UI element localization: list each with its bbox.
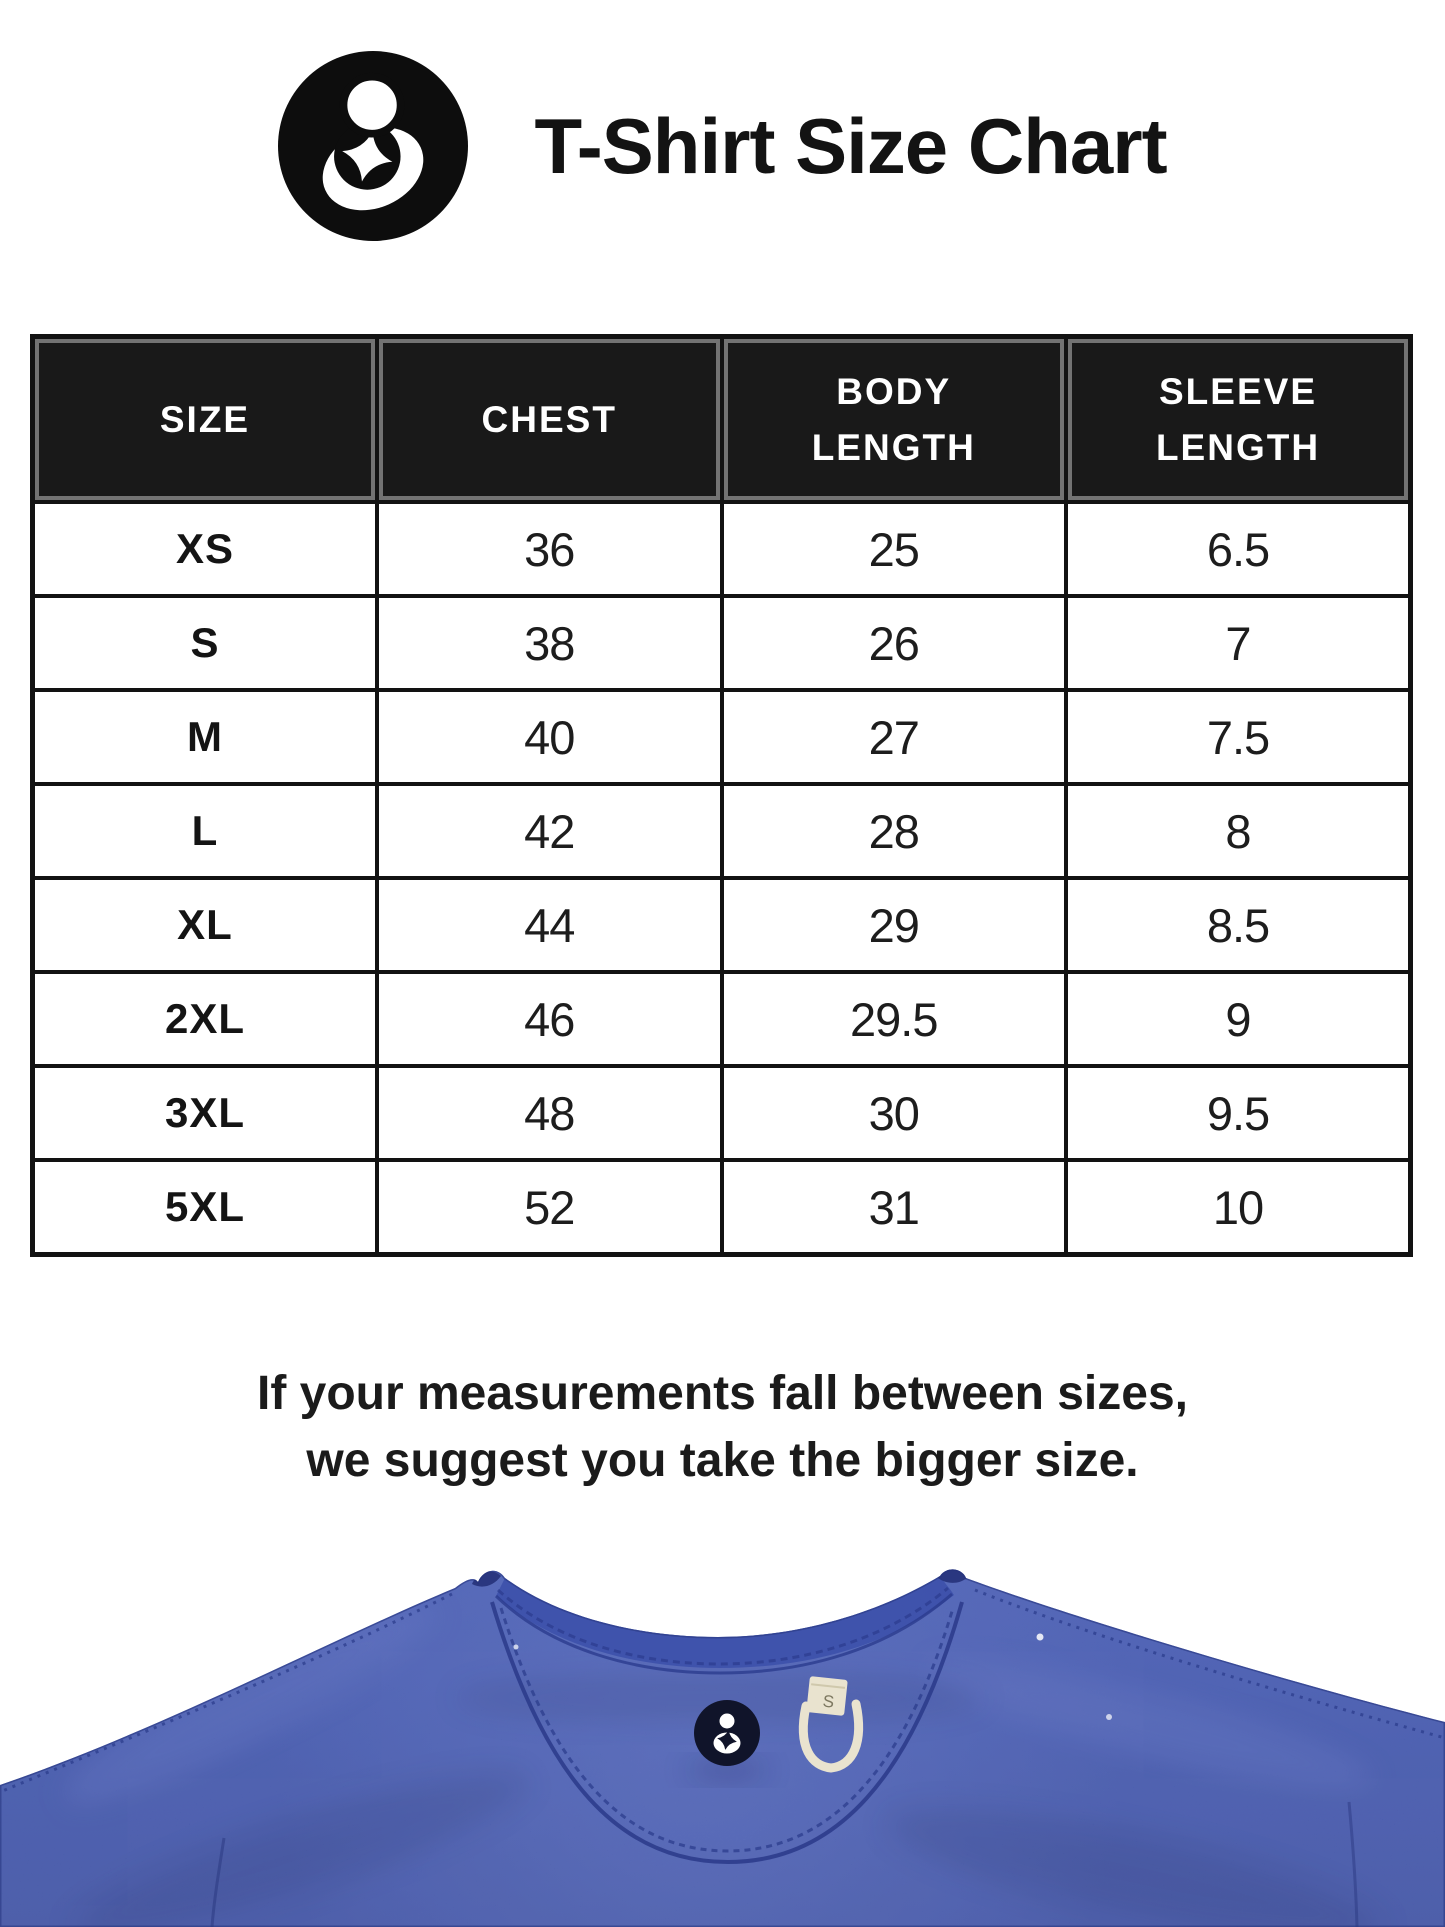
measurement-cell: 46 xyxy=(375,970,724,1068)
measurement-cell: 48 xyxy=(375,1064,724,1162)
size-tag: S xyxy=(806,1676,848,1716)
table-row: XL 44 29 8.5 xyxy=(30,876,1413,974)
size-label-cell: XL xyxy=(30,876,379,974)
hang-loop: S xyxy=(798,1676,864,1773)
measurement-cell: 31 xyxy=(719,1158,1068,1257)
table-row: 5XL 52 31 10 xyxy=(30,1158,1413,1257)
measurement-cell: 40 xyxy=(375,688,724,786)
sizing-note-line2: we suggest you take the bigger size. xyxy=(306,1434,1139,1487)
table-row: S 38 26 7 xyxy=(30,594,1413,692)
column-header-size: SIZE xyxy=(30,334,379,504)
size-chart-table: SIZE CHEST BODY LENGTH SLEEVE LENGTH XS 3… xyxy=(30,334,1413,1257)
size-tag-letter: S xyxy=(822,1692,835,1712)
measurement-cell: 7.5 xyxy=(1064,688,1413,786)
size-label-cell: S xyxy=(30,594,379,692)
table-row: 3XL 48 30 9.5 xyxy=(30,1064,1413,1162)
size-table-head: SIZE CHEST BODY LENGTH SLEEVE LENGTH xyxy=(30,334,1413,504)
size-label-cell: 2XL xyxy=(30,970,379,1068)
measurement-cell: 8.5 xyxy=(1064,876,1413,974)
measurement-cell: 38 xyxy=(375,594,724,692)
brand-logo-icon xyxy=(278,51,469,241)
page-title: T-Shirt Size Chart xyxy=(534,101,1167,190)
size-table-body: XS 36 25 6.5 S 38 26 7 M 40 27 7.5 L 42 28 8 XL 44 29 8.5 2X… xyxy=(30,500,1413,1257)
neckline-seam xyxy=(490,1601,964,1865)
measurement-cell: 27 xyxy=(719,688,1068,786)
measurement-cell: 28 xyxy=(719,782,1068,880)
sizing-note-line1: If your measurements fall between sizes, xyxy=(256,1367,1188,1420)
measurement-cell: 29.5 xyxy=(719,970,1068,1068)
column-header-body-length: BODY LENGTH xyxy=(719,334,1068,504)
table-row: M 40 27 7.5 xyxy=(30,688,1413,786)
measurement-cell: 52 xyxy=(375,1158,724,1257)
table-row: 2XL 46 29.5 9 xyxy=(30,970,1413,1068)
size-label-cell: 5XL xyxy=(30,1158,379,1257)
column-header-chest: CHEST xyxy=(375,334,724,504)
measurement-cell: 10 xyxy=(1064,1158,1413,1257)
collar-brand-label xyxy=(694,1700,760,1766)
size-label-cell: M xyxy=(30,688,379,786)
column-header-sleeve-length: SLEEVE LENGTH xyxy=(1064,334,1413,504)
measurement-cell: 42 xyxy=(375,782,724,880)
size-label-cell: XS xyxy=(30,500,379,598)
measurement-cell: 36 xyxy=(375,500,724,598)
size-label-cell: L xyxy=(30,782,379,880)
size-label-cell: 3XL xyxy=(30,1064,379,1162)
measurement-cell: 26 xyxy=(719,594,1068,692)
measurement-cell: 25 xyxy=(719,500,1068,598)
measurement-cell: 7 xyxy=(1064,594,1413,692)
measurement-cell: 30 xyxy=(719,1064,1068,1162)
measurement-cell: 6.5 xyxy=(1064,500,1413,598)
measurement-cell: 8 xyxy=(1064,782,1413,880)
measurement-cell: 9 xyxy=(1064,970,1413,1068)
product-photo: S xyxy=(0,1490,1445,1927)
sizing-note: If your measurements fall between sizes,… xyxy=(0,1360,1445,1494)
measurement-cell: 29 xyxy=(719,876,1068,974)
header-row: SIZE CHEST BODY LENGTH SLEEVE LENGTH xyxy=(30,334,1413,504)
measurement-cell: 44 xyxy=(375,876,724,974)
table-row: L 42 28 8 xyxy=(30,782,1413,880)
table-row: XS 36 25 6.5 xyxy=(30,500,1413,598)
measurement-cell: 9.5 xyxy=(1064,1064,1413,1162)
brand-header: T-Shirt Size Chart xyxy=(0,51,1445,241)
